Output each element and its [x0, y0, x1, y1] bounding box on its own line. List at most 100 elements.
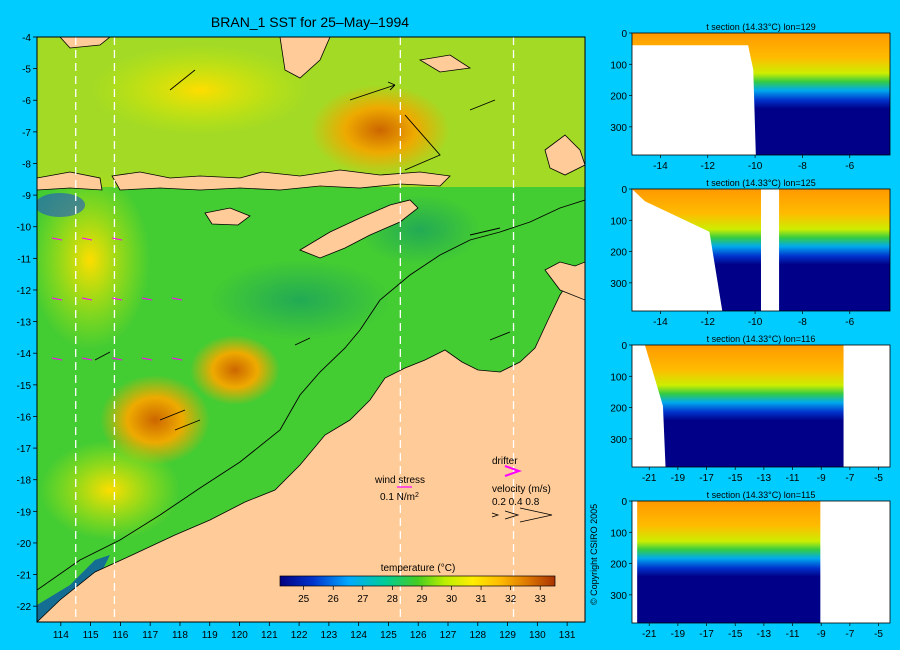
- velocity-legend-arrows: [491, 507, 553, 523]
- drifter-label: drifter: [492, 456, 518, 467]
- sumba-island: [204, 207, 251, 226]
- colorbar-tick-label: 28: [387, 594, 399, 605]
- section-x-tick-label: -12: [701, 317, 716, 328]
- section-y-tick-label: 0: [621, 497, 627, 508]
- section-title: t section (14.33°C) lon=125: [706, 178, 815, 188]
- section-lines: [75, 37, 515, 622]
- colorbar: [279, 575, 556, 587]
- section-x-tick-label: -21: [642, 629, 657, 640]
- lat-tick-label: -20: [17, 539, 32, 550]
- section-x-tick-label: -5: [874, 473, 883, 484]
- section-x-tick-label: -17: [699, 473, 714, 484]
- lat-tick-label: -4: [22, 33, 31, 44]
- section-x-tick-label: -13: [757, 473, 772, 484]
- sulawesi-land: [279, 37, 331, 79]
- latitude-axis: -4 -5 -6 -7 -8 -9 -10 -11 -12 -13 -14 -15 -16 -17 -18 -…: [17, 33, 37, 613]
- lat-tick-label: -19: [17, 507, 32, 518]
- section-frame: [631, 344, 891, 468]
- section-y-tick-label: 300: [610, 435, 627, 446]
- lat-tick-label: -9: [22, 191, 31, 202]
- section-x-tick-label: -5: [874, 629, 883, 640]
- lon-tick-label: 119: [202, 630, 218, 641]
- lat-tick-label: -11: [17, 254, 31, 265]
- lon-tick-label: 117: [142, 630, 158, 641]
- lat-tick-label: -8: [22, 159, 31, 170]
- australia-land: [37, 261, 585, 622]
- drifter-legend-arrow: [504, 465, 522, 477]
- section-temperature-field: [632, 189, 890, 311]
- colorbar-tick-label: 31: [476, 594, 488, 605]
- lon-tick-label: 123: [321, 630, 338, 641]
- lon-tick-label: 129: [499, 630, 516, 641]
- warm-patch-north: [90, 45, 310, 135]
- shelf-depth-contour: [37, 199, 585, 591]
- section-x-tick-label: -19: [671, 473, 686, 484]
- section-frame: [631, 188, 891, 312]
- section-y-tick-label: 300: [610, 279, 627, 290]
- section-y-tick-label: 200: [610, 248, 627, 259]
- wind-stress-label: wind stress: [374, 475, 425, 486]
- colorbar-tick-label: 32: [505, 594, 517, 605]
- colorbar-tick-label: 30: [446, 594, 458, 605]
- sst-map: wind stress 0.1 N/m2 drifter velocity (m…: [37, 37, 585, 622]
- section-title: t section (14.33°C) lon=129: [706, 22, 815, 32]
- lon-tick-label: 128: [469, 630, 486, 641]
- section-x-tick-label: -12: [701, 161, 716, 172]
- section-y-tick-label: 100: [610, 528, 627, 539]
- warm-patch-southwest: [40, 440, 180, 540]
- warm-eddy-banda-sea: [310, 85, 450, 175]
- map-title: BRAN_1 SST for 25–May–1994: [211, 14, 409, 30]
- section-x-tick-label: -8: [798, 161, 807, 172]
- section-x-tick-label: -10: [748, 317, 763, 328]
- section-x-tick-label: -10: [748, 161, 763, 172]
- lat-tick-label: -5: [22, 65, 31, 76]
- lat-tick-label: -6: [22, 96, 31, 107]
- colorbar-title: temperature (°C): [381, 563, 456, 574]
- section-x-tick-label: -14: [653, 161, 668, 172]
- velocity-label: velocity (m/s): [492, 484, 551, 495]
- map-frame: [36, 36, 586, 623]
- longitude-axis: 114 115 116 117 118 119 120 121 122 123 124 125 126 1…: [53, 622, 576, 641]
- section-x-tick-label: -13: [757, 629, 772, 640]
- lat-tick-label: -16: [17, 412, 32, 423]
- lat-tick-label: -7: [22, 128, 31, 139]
- timor-island: [299, 199, 419, 259]
- lat-tick-label: -13: [17, 318, 32, 329]
- section-panel-1: t section (14.33°C) lon=129 0 100 200 300 -14…: [610, 22, 891, 172]
- tanimbar-islands: [544, 134, 585, 176]
- section-x-tick-label: -21: [642, 473, 657, 484]
- lon-tick-label: 120: [231, 630, 248, 641]
- lon-tick-label: 124: [350, 630, 367, 641]
- section-y-tick-label: 0: [621, 185, 627, 196]
- lesser-sunda-islands: [37, 169, 451, 191]
- section-x-tick-label: -15: [728, 629, 743, 640]
- section-panel-3: t section (14.33°C) lon=116 0 100 200 300 -21…: [610, 334, 891, 484]
- section-y-tick-label: 0: [621, 341, 627, 352]
- section-y-tick-label: 0: [621, 29, 627, 40]
- lon-tick-label: 115: [83, 630, 99, 641]
- section-panels: t section (14.33°C) lon=129 0 100 200 300 -14…: [610, 22, 891, 640]
- section-y-tick-label: 200: [610, 92, 627, 103]
- lat-tick-label: -10: [17, 223, 32, 234]
- section-y-tick-label: 200: [610, 560, 627, 571]
- seafloor-mask: [632, 345, 890, 467]
- section-panel-2: t section (14.33°C) lon=125 0 100 200 300 -14…: [610, 178, 891, 328]
- colorbar-tick-label: 29: [416, 594, 428, 605]
- lat-tick-label: -18: [17, 476, 32, 487]
- section-y-tick-label: 100: [610, 372, 627, 383]
- section-x-tick-label: -9: [817, 473, 826, 484]
- lon-tick-label: 126: [410, 630, 427, 641]
- colorbar-tick-label: 33: [535, 594, 547, 605]
- section-x-tick-label: -7: [845, 629, 854, 640]
- cool-filament-3: [37, 193, 85, 217]
- wind-stress-vectors: [94, 69, 511, 431]
- northern-australia-coast: [544, 261, 585, 301]
- section-x-tick-label: -17: [699, 629, 714, 640]
- section-title: t section (14.33°C) lon=116: [707, 334, 816, 344]
- section-y-tick-label: 100: [610, 60, 627, 71]
- section-x-tick-label: -6: [845, 161, 854, 172]
- section-x-tick-label: -19: [671, 629, 686, 640]
- section-x-tick-label: -9: [817, 629, 826, 640]
- lon-tick-label: 127: [440, 630, 457, 641]
